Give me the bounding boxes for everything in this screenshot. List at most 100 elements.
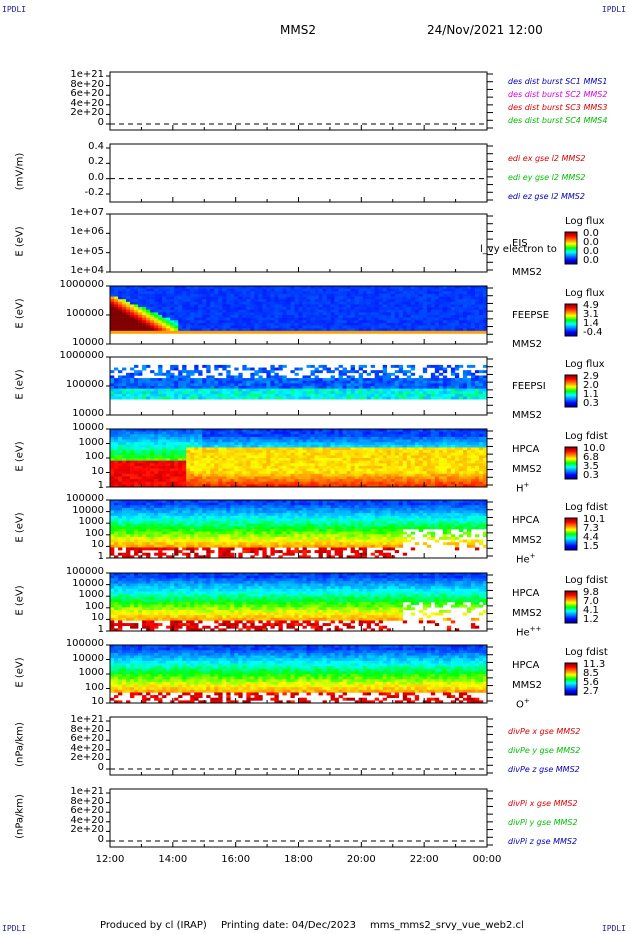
panel-hpca_h-cell — [174, 444, 179, 448]
panel-feepse-cell — [426, 293, 432, 297]
panel-feepse-cell — [394, 322, 400, 326]
panel-hpca_h-cell — [254, 442, 259, 446]
panel-feepse-cell — [266, 320, 271, 324]
panel-feepse-cell — [458, 315, 464, 318]
panel-hpca_h-cell — [410, 447, 416, 451]
panel-feepse-cell — [166, 286, 171, 289]
panel-hpca_h-cell — [138, 465, 143, 469]
panel-hpca_h-cell — [214, 455, 219, 459]
panel-feepsi-cell — [130, 388, 135, 392]
panel-feepse-cell — [402, 291, 408, 295]
panel-feepsi-cell — [394, 375, 400, 379]
panel-feepsi-cell — [170, 393, 175, 397]
panel-hpca_h-cell — [362, 484, 367, 488]
panel-feepse-cell — [250, 325, 255, 329]
panel-hpca_h-cell — [398, 468, 404, 472]
panel-feepse-cell — [202, 330, 207, 334]
panel-feepse-cell — [190, 330, 195, 334]
panel-hpca_h-cell — [418, 429, 424, 432]
panel-feepse-cell — [218, 312, 223, 316]
panel-hpca_h-cell — [258, 431, 263, 435]
panel-feepse-cell — [222, 317, 227, 321]
panel-feepsi-cell — [222, 367, 227, 371]
panel-hpca_h-cell — [390, 465, 396, 469]
panel-feepse-cell — [442, 320, 448, 324]
panel-hpca_h-cell — [462, 447, 468, 451]
panel-hpca_h-cell — [122, 476, 127, 480]
panel-feepse-cell — [334, 322, 339, 326]
panel-hpca_h-cell — [462, 444, 468, 448]
panel-hpca_h-cell — [162, 434, 167, 438]
panel-feepse-cell — [422, 320, 428, 324]
panel-feepse-cell — [354, 301, 359, 305]
panel-hpca_h-cell — [402, 431, 408, 435]
panel-feepsi-cell — [214, 367, 219, 371]
panel-feepse-cell — [178, 320, 183, 324]
panel-hpca_h-cell — [246, 476, 251, 480]
panel-hpca_h-cell — [310, 471, 315, 475]
panel-feepse-cell — [154, 309, 159, 313]
panel-hpca_h-cell — [386, 439, 392, 443]
panel-feepse-cell — [410, 299, 416, 303]
panel-feepse-cell — [154, 296, 159, 300]
panel-hpca_h-cell — [262, 458, 267, 461]
panel-hpca_h-cell — [138, 447, 143, 451]
panel-feepse-cell — [422, 293, 428, 297]
panel-feepse-cell — [222, 330, 227, 334]
panel-feepse-cell — [210, 309, 215, 313]
panel-hpca_h-cell — [214, 484, 219, 488]
panel-hpca_h-cell — [466, 458, 472, 461]
panel-feepse-cell — [278, 315, 283, 318]
panel-feepsi-cell — [294, 396, 299, 400]
panel-feepse-cell — [130, 299, 135, 303]
panel-hpca_h-cell — [434, 439, 440, 443]
panel-hpca_h-cell — [394, 481, 400, 485]
panel-feepse-cell — [354, 312, 359, 316]
panel-hpca_h-cell — [158, 471, 163, 475]
panel-hpca_h-cell — [182, 452, 187, 456]
panel-feepse-cell — [434, 330, 440, 334]
panel-feepsi-cell — [298, 388, 303, 392]
panel-hpca_h-cell — [234, 481, 239, 485]
panel-feepsi-cell — [334, 396, 339, 400]
panel-feepsi-cell — [122, 396, 127, 400]
panel-hpca_h-cell — [390, 479, 396, 483]
panel-feepsi-cell — [294, 391, 299, 395]
panel-hpca_h-cell — [362, 471, 367, 475]
panel-hpca_h-cell — [298, 452, 303, 456]
panel-hpca_h-cell — [478, 452, 484, 456]
panel-feepsi-cell — [478, 380, 484, 384]
panel-hpca_h-cell — [470, 439, 476, 443]
panel-feepse-cell — [242, 317, 247, 321]
panel-hpca_h-cell — [418, 471, 424, 475]
panel-feepse-cell — [274, 307, 279, 311]
panel-feepse-cell — [306, 322, 311, 326]
panel-feepse-cell — [458, 322, 464, 326]
panel-feepsi-cell — [190, 388, 195, 392]
panel-feepse-cell — [134, 312, 139, 316]
panel-feepsi-cell — [146, 388, 151, 392]
panel-feepse-cell — [414, 293, 420, 297]
panel-feepse-cell — [470, 299, 476, 303]
panel-feepse-cell — [110, 299, 115, 303]
panel-hpca_h-cell — [430, 471, 436, 475]
panel-hpca_h-cell — [114, 439, 119, 443]
panel-hpca_h-cell — [190, 479, 195, 483]
panel-feepsi-cell — [382, 378, 388, 382]
panel-feepsi-cell — [218, 364, 223, 368]
panel-hpca_h-cell — [202, 460, 207, 464]
panel-feepse-cell — [186, 291, 191, 295]
panel-hpca_h-cell — [194, 455, 199, 459]
panel-hpca_he-cell — [122, 515, 127, 519]
panel-feepse-cell — [426, 320, 432, 324]
panel-feepse-cell — [186, 312, 191, 316]
panel-feepsi-cell — [346, 388, 351, 392]
panel-hpca_h-cell — [210, 442, 215, 446]
panel-feepsi-cell — [406, 375, 412, 379]
panel-hpca_h-cell — [330, 447, 335, 451]
panel-hpca_h-cell — [322, 476, 327, 480]
panel-feepsi-cell — [146, 383, 151, 387]
panel-feepse-cell — [122, 312, 127, 316]
panel-hpca_h-cell — [458, 476, 464, 480]
panel-feepse-cell — [322, 291, 327, 295]
